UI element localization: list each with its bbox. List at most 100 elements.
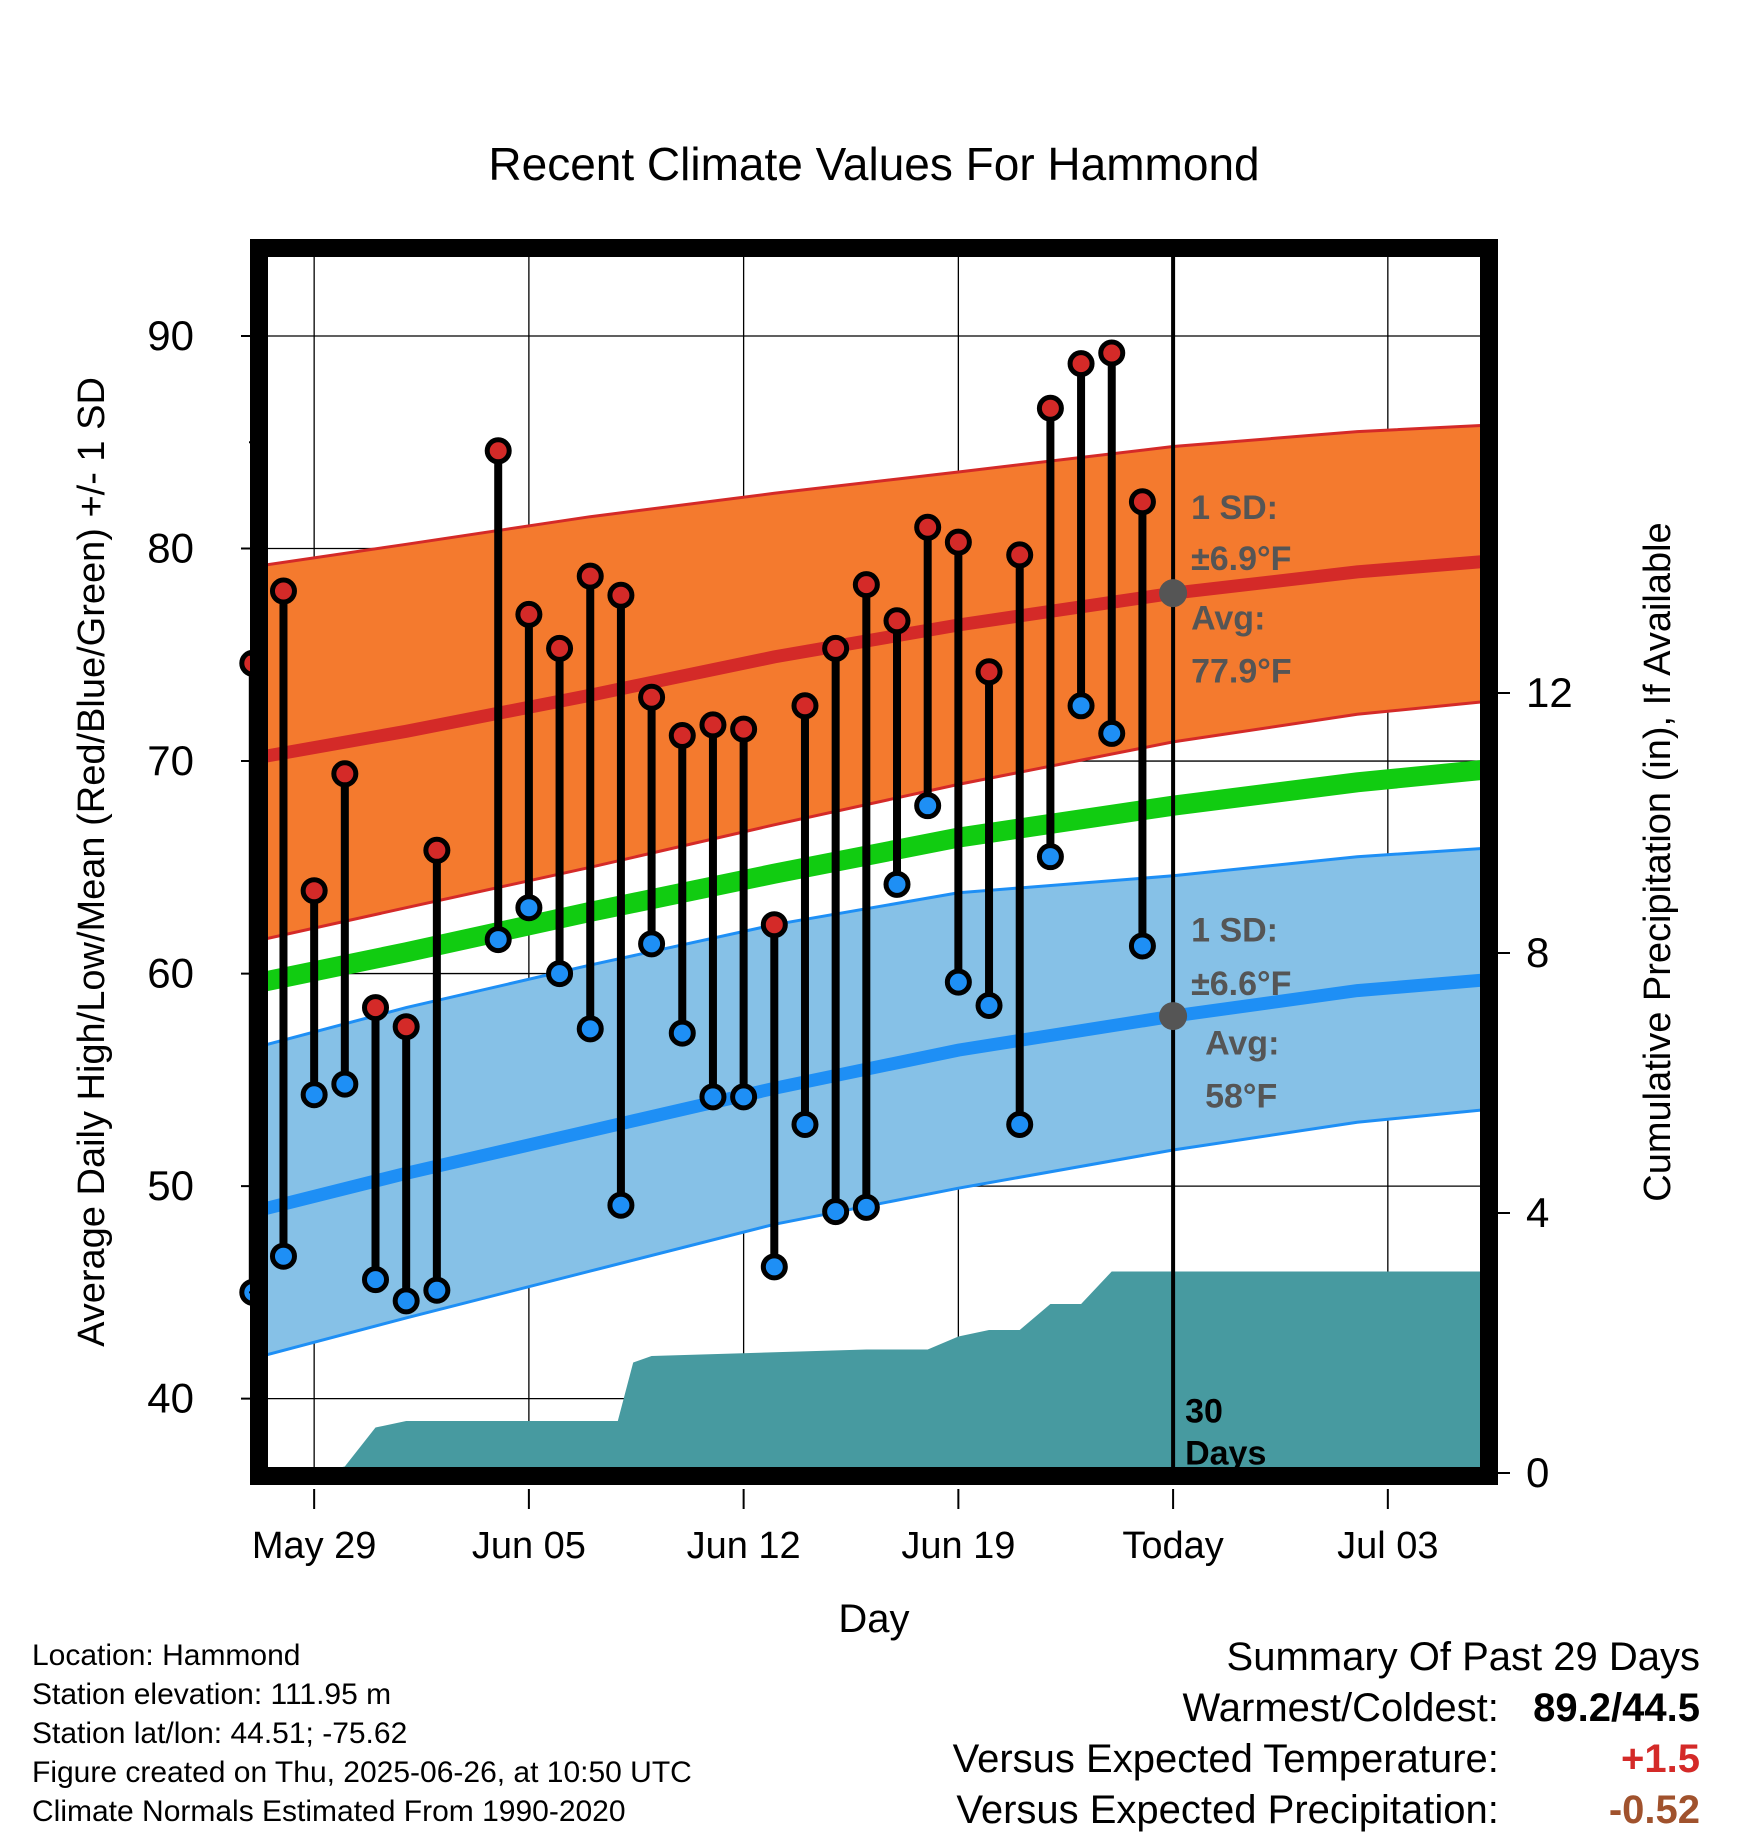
daily-high-point [392, 1013, 420, 1041]
daily-low-point [546, 960, 574, 988]
low-average-value: 58°F [1205, 1077, 1277, 1115]
precip-label: Versus Expected Precipitation: [956, 1788, 1499, 1832]
y-tick-label: 90 [147, 312, 194, 359]
summary-panel: Summary Of Past 29 Days Warmest/Coldest:… [953, 1632, 1700, 1836]
daily-low-point [852, 1193, 880, 1221]
daily-high-point [331, 760, 359, 788]
daily-low-point [1067, 692, 1095, 720]
daily-high-point [300, 877, 328, 905]
daily-high-point [883, 607, 911, 635]
daily-low-point [883, 870, 911, 898]
y-tick-label: 60 [147, 950, 194, 997]
warm-cold-label: Warmest/Coldest: [1182, 1686, 1499, 1730]
warm-cold-value: 89.2/44.5 [1533, 1686, 1700, 1730]
y-axis-label: Average Daily High/Low/Mean (Red/Blue/Gr… [71, 377, 113, 1347]
precipitation-layer [262, 1271, 1486, 1473]
y-tick-label: 80 [147, 525, 194, 572]
precipitation-area [262, 1271, 1486, 1473]
daily-high-point [1006, 541, 1034, 569]
daily-low-point [914, 792, 942, 820]
y-tick-label: 50 [147, 1162, 194, 1209]
x-tick-label: Jun 12 [687, 1525, 801, 1567]
daily-high-point [975, 658, 1003, 686]
daily-high-point [1036, 394, 1064, 422]
daily-low-point [392, 1287, 420, 1315]
daily-low-point [668, 1019, 696, 1047]
y2-tick-label: 0 [1526, 1449, 1549, 1496]
x-tick-label: Jul 03 [1337, 1525, 1438, 1567]
temp-label: Versus Expected Temperature: [952, 1737, 1499, 1781]
low-average-label: Avg: [1205, 1024, 1279, 1062]
daily-low-point [1098, 719, 1126, 747]
daily-high-point [668, 722, 696, 750]
high-sd-upper-line [262, 423, 1486, 567]
daily-high-point [760, 911, 788, 939]
daily-high-point [269, 577, 297, 605]
high-sd-value: ±6.9°F [1191, 540, 1291, 578]
daily-low-point [638, 930, 666, 958]
x-tick-label: May 29 [252, 1525, 377, 1567]
latlon-text: Station lat/lon: 44.51; -75.62 [32, 1717, 408, 1750]
high-sd-band [262, 425, 1486, 940]
daily-low-point [791, 1110, 819, 1138]
daily-low-point [515, 894, 543, 922]
daily-high-point [1098, 339, 1126, 367]
daily-high-point [730, 715, 758, 743]
x-tick-label: Today [1122, 1525, 1223, 1567]
daily-low-point [1128, 932, 1156, 960]
daily-low-point [975, 991, 1003, 1019]
y2-tick-label: 4 [1526, 1189, 1549, 1236]
low-sd-label: 1 SD: [1191, 912, 1278, 950]
daily-high-point [484, 437, 512, 465]
x-tick-label: Jun 05 [472, 1525, 586, 1567]
low-sd-value: ±6.6°F [1191, 965, 1291, 1003]
high-average-label: Avg: [1191, 599, 1265, 637]
y-tick-label: 40 [147, 1375, 194, 1422]
station-info: Location: Hammond Station elevation: 111… [32, 1636, 692, 1831]
y-tick-label: 70 [147, 737, 194, 784]
daily-high-point [607, 581, 635, 609]
plot-frame [250, 239, 1498, 1485]
days-count-label: 30 [1185, 1393, 1223, 1431]
y2-tick-label: 8 [1526, 929, 1549, 976]
daily-high-point [638, 683, 666, 711]
daily-low-point [760, 1253, 788, 1281]
today-low-average-marker [1159, 1002, 1188, 1031]
daily-low-point [331, 1070, 359, 1098]
daily-low-point [1006, 1110, 1034, 1138]
normals-text: Climate Normals Estimated From 1990-2020 [32, 1795, 626, 1828]
daily-low-point [269, 1242, 297, 1270]
daily-low-point [484, 926, 512, 954]
daily-low-point [730, 1083, 758, 1111]
x-axis-label: Day [838, 1597, 909, 1641]
daily-low-point [1036, 843, 1064, 871]
temp-value: +1.5 [1621, 1737, 1700, 1781]
high-average-value: 77.9°F [1191, 652, 1292, 690]
x-tick-label: Jun 19 [901, 1525, 1015, 1567]
daily-low-point [607, 1191, 635, 1219]
daily-high-point [576, 562, 604, 590]
daily-high-point [791, 692, 819, 720]
precip-value: -0.52 [1608, 1788, 1700, 1832]
today-high-average-marker [1159, 579, 1188, 608]
location-text: Location: Hammond [32, 1639, 301, 1672]
daily-low-point [576, 1015, 604, 1043]
elevation-text: Station elevation: 111.95 m [32, 1678, 392, 1711]
summary-temp: Versus Expected Temperature: +1.5 [953, 1734, 1700, 1785]
summary-precip: Versus Expected Precipitation: -0.52 [953, 1785, 1700, 1836]
daily-high-point [1067, 350, 1095, 378]
daily-high-point [852, 571, 880, 599]
daily-high-point [699, 711, 727, 739]
axes: May 29 Jun 05 Jun 12 Jun 19 Today Jul 0340506… [147, 312, 1572, 1567]
chart-title: Recent Climate Values For Hammond [488, 138, 1259, 190]
daily-high-point [944, 528, 972, 556]
summary-warm-cold: Warmest/Coldest: 89.2/44.5 [953, 1683, 1701, 1734]
daily-high-point [423, 836, 451, 864]
summary-title: Summary Of Past 29 Days [1226, 1635, 1700, 1679]
daily-high-point [1128, 488, 1156, 516]
daily-high-point [515, 600, 543, 628]
annotations: 1 SD: ±6.9°F Avg: 77.9°F 1 SD: ±6.6°F Avg: 58°F… [1159, 489, 1292, 1473]
daily-low-point [362, 1266, 390, 1294]
daily-high-point [914, 513, 942, 541]
